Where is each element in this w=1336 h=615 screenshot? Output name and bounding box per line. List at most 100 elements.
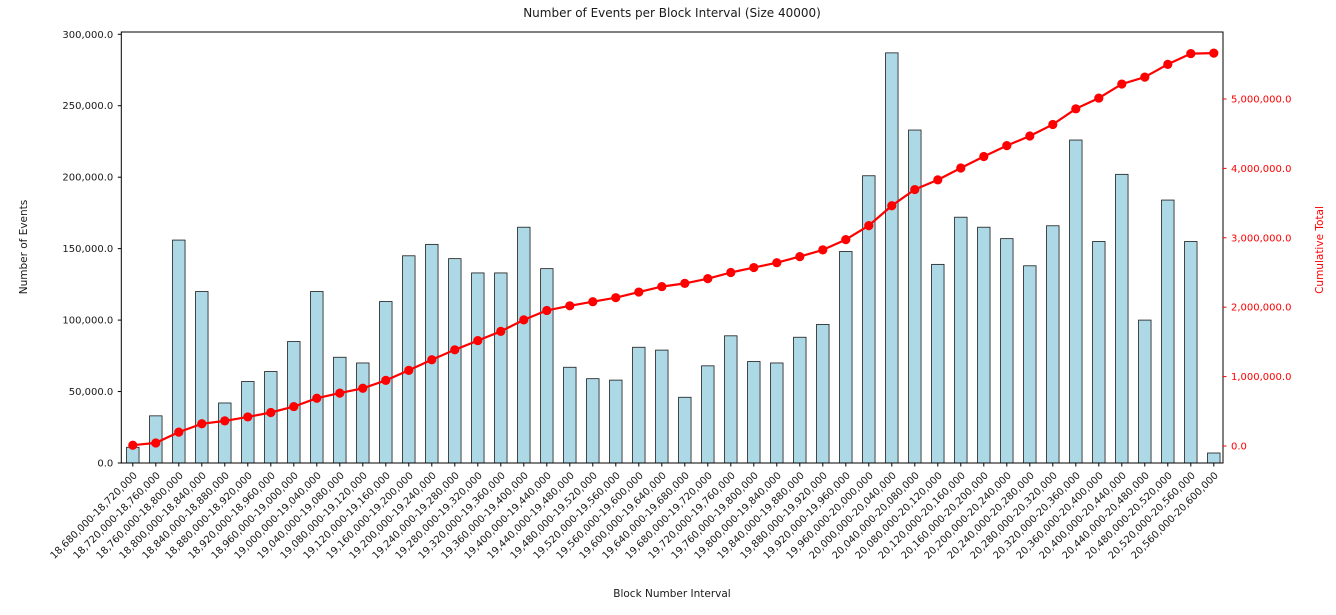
event-count-bar: [678, 396, 692, 464]
event-count-bar: [1000, 238, 1014, 464]
event-count-bar: [977, 226, 991, 464]
event-count-bar: [655, 349, 669, 464]
left-tick-label: 100,000.0: [62, 316, 113, 327]
event-count-bar: [448, 258, 462, 464]
event-count-bar: [747, 361, 761, 464]
event-count-bar: [494, 272, 508, 464]
event-count-bar: [586, 378, 600, 464]
event-count-bar: [1138, 319, 1152, 464]
cumulative-marker: [1117, 79, 1127, 89]
cumulative-marker: [519, 315, 529, 325]
event-count-bar: [1184, 241, 1198, 464]
left-tick-label: 200,000.0: [62, 173, 113, 184]
cumulative-marker: [312, 393, 322, 403]
cumulative-marker: [1186, 48, 1196, 59]
cumulative-marker: [795, 251, 805, 262]
event-count-bar: [195, 291, 209, 464]
cumulative-marker: [933, 175, 943, 185]
cumulative-marker: [128, 440, 138, 450]
cumulative-marker: [565, 301, 575, 311]
event-count-bar: [356, 362, 370, 464]
cumulative-marker: [220, 416, 230, 426]
event-count-bar: [1023, 265, 1037, 464]
right-tick-label: 5,000,000.0: [1231, 94, 1291, 105]
event-count-bar: [540, 268, 554, 464]
cumulative-marker: [956, 163, 966, 173]
right-tick-label: 0.0: [1231, 441, 1247, 452]
left-tick-label: 250,000.0: [62, 101, 113, 112]
right-tick-label: 4,000,000.0: [1231, 164, 1291, 175]
left-tick-label: 50,000.0: [69, 387, 114, 398]
y-axis-label-right: Cumulative Total: [1314, 206, 1326, 294]
chart-title: Number of Events per Block Interval (Siz…: [523, 6, 821, 20]
event-count-bar: [218, 402, 232, 464]
cumulative-marker: [1002, 141, 1012, 151]
cumulative-marker: [634, 287, 644, 297]
cumulative-marker: [496, 326, 506, 336]
cumulative-marker: [151, 438, 161, 448]
cumulative-marker: [864, 221, 874, 231]
cumulative-marker: [703, 274, 713, 284]
cumulative-marker: [588, 297, 598, 307]
cumulative-marker: [611, 293, 621, 303]
x-axis-label: Block Number Interval: [613, 588, 731, 600]
event-count-bar: [563, 366, 577, 464]
cumulative-marker: [1163, 59, 1173, 69]
cumulative-marker: [841, 234, 851, 245]
right-tick-label: 3,000,000.0: [1231, 233, 1291, 244]
cumulative-marker: [1071, 104, 1081, 114]
event-count-bar: [862, 175, 876, 464]
event-count-bar: [1161, 199, 1175, 464]
event-count-bar: [931, 263, 945, 464]
cumulative-marker: [450, 345, 460, 355]
cumulative-marker: [266, 407, 276, 418]
event-count-bar: [1046, 225, 1060, 464]
event-count-bar: [471, 272, 485, 464]
event-count-bar: [517, 226, 531, 464]
cumulative-marker: [979, 151, 989, 162]
cumulative-marker: [910, 184, 920, 195]
event-count-bar: [954, 216, 968, 464]
event-count-bar: [885, 52, 899, 464]
plot-background: [121, 32, 1223, 463]
cumulative-marker: [404, 365, 414, 375]
left-tick-label: 0.0: [97, 459, 113, 470]
cumulative-marker: [243, 412, 253, 422]
cumulative-marker: [1209, 48, 1219, 58]
event-count-bar: [908, 129, 922, 464]
cumulative-marker: [335, 388, 345, 398]
left-tick-label: 300,000.0: [62, 30, 113, 41]
event-count-bar: [816, 323, 830, 464]
cumulative-marker: [542, 305, 552, 316]
cumulative-marker: [473, 335, 483, 346]
event-count-bar: [1092, 241, 1106, 464]
cumulative-marker: [1140, 72, 1150, 82]
cumulative-marker: [427, 355, 437, 365]
cumulative-marker: [1094, 93, 1104, 103]
event-count-bar: [770, 362, 784, 464]
cumulative-marker: [174, 427, 184, 437]
cumulative-marker: [887, 201, 897, 211]
cumulative-marker: [818, 245, 828, 255]
event-count-bar: [310, 291, 324, 464]
cumulative-marker: [772, 258, 782, 268]
event-count-bar: [402, 255, 416, 464]
event-count-bar: [839, 251, 853, 464]
event-count-bar: [632, 346, 646, 464]
cumulative-marker: [1048, 119, 1058, 130]
event-count-bar: [1115, 173, 1129, 464]
cumulative-marker: [1025, 131, 1035, 141]
cumulative-marker: [197, 419, 207, 429]
event-count-bar: [333, 356, 347, 464]
cumulative-marker: [726, 267, 736, 278]
event-count-bar: [724, 335, 738, 464]
event-count-bar: [701, 365, 715, 464]
right-tick-label: 2,000,000.0: [1231, 303, 1291, 314]
cumulative-marker: [289, 401, 299, 412]
event-count-bar: [1069, 139, 1083, 464]
event-count-bar: [241, 381, 255, 464]
cumulative-marker: [358, 383, 368, 393]
cumulative-marker: [657, 281, 667, 292]
